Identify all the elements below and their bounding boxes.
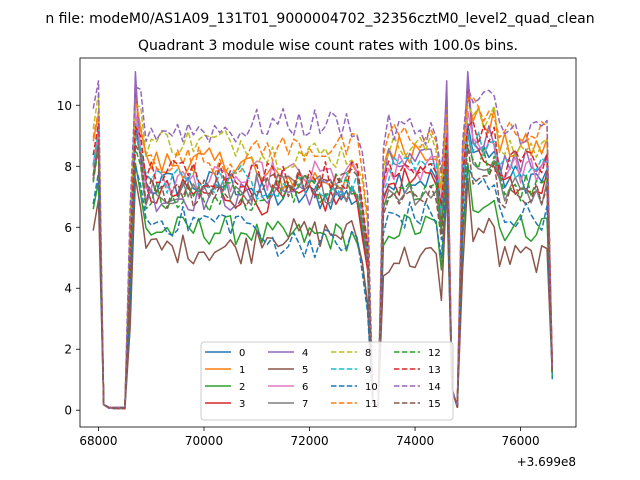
x-tick-label: 70000	[185, 434, 223, 448]
legend-label-8: 8	[365, 348, 371, 359]
legend-box	[200, 341, 454, 421]
legend-label-0: 0	[239, 348, 245, 359]
series-line-14	[92, 80, 554, 410]
x-tick-label: 68000	[79, 434, 117, 448]
legend-label-13: 13	[428, 365, 441, 376]
legend-label-3: 3	[239, 399, 245, 410]
series-line-12	[92, 147, 554, 409]
legend-label-7: 7	[302, 399, 308, 410]
legend-label-11: 11	[365, 399, 378, 410]
plot-frame	[79, 57, 577, 428]
legend-label-12: 12	[428, 348, 441, 359]
x-offset-label: +3.699e8	[517, 455, 576, 469]
chart-title: Quadrant 3 module wise count rates with …	[138, 38, 518, 54]
x-tick-label: 76000	[502, 434, 540, 448]
series-line-8	[92, 92, 554, 410]
figure-suptitle: n file: modeM0/AS1A09_131T01_9000004702_…	[45, 11, 594, 27]
legend-label-5: 5	[302, 365, 308, 376]
y-tick-label: 8	[64, 160, 72, 174]
series-layer	[92, 70, 554, 410]
legend-label-2: 2	[239, 382, 245, 393]
series-line-15	[92, 144, 554, 409]
legend-label-4: 4	[302, 348, 308, 359]
x-tick-label: 72000	[290, 434, 328, 448]
series-line-1	[92, 95, 554, 409]
series-line-7	[92, 131, 554, 410]
series-line-13	[92, 120, 554, 410]
legend-label-9: 9	[365, 365, 371, 376]
y-tick-label: 4	[64, 282, 72, 296]
legend-label-15: 15	[428, 399, 441, 410]
x-tick-label: 74000	[396, 434, 434, 448]
legend-label-14: 14	[428, 382, 441, 393]
y-tick-label: 0	[64, 404, 72, 418]
legend-label-1: 1	[239, 365, 245, 376]
legend-label-6: 6	[302, 382, 308, 393]
legend-label-10: 10	[365, 382, 378, 393]
series-line-11	[92, 96, 554, 409]
y-tick-label: 10	[57, 99, 72, 113]
series-line-9	[92, 128, 554, 410]
y-tick-label: 6	[64, 221, 72, 235]
y-tick-label: 2	[64, 343, 72, 357]
